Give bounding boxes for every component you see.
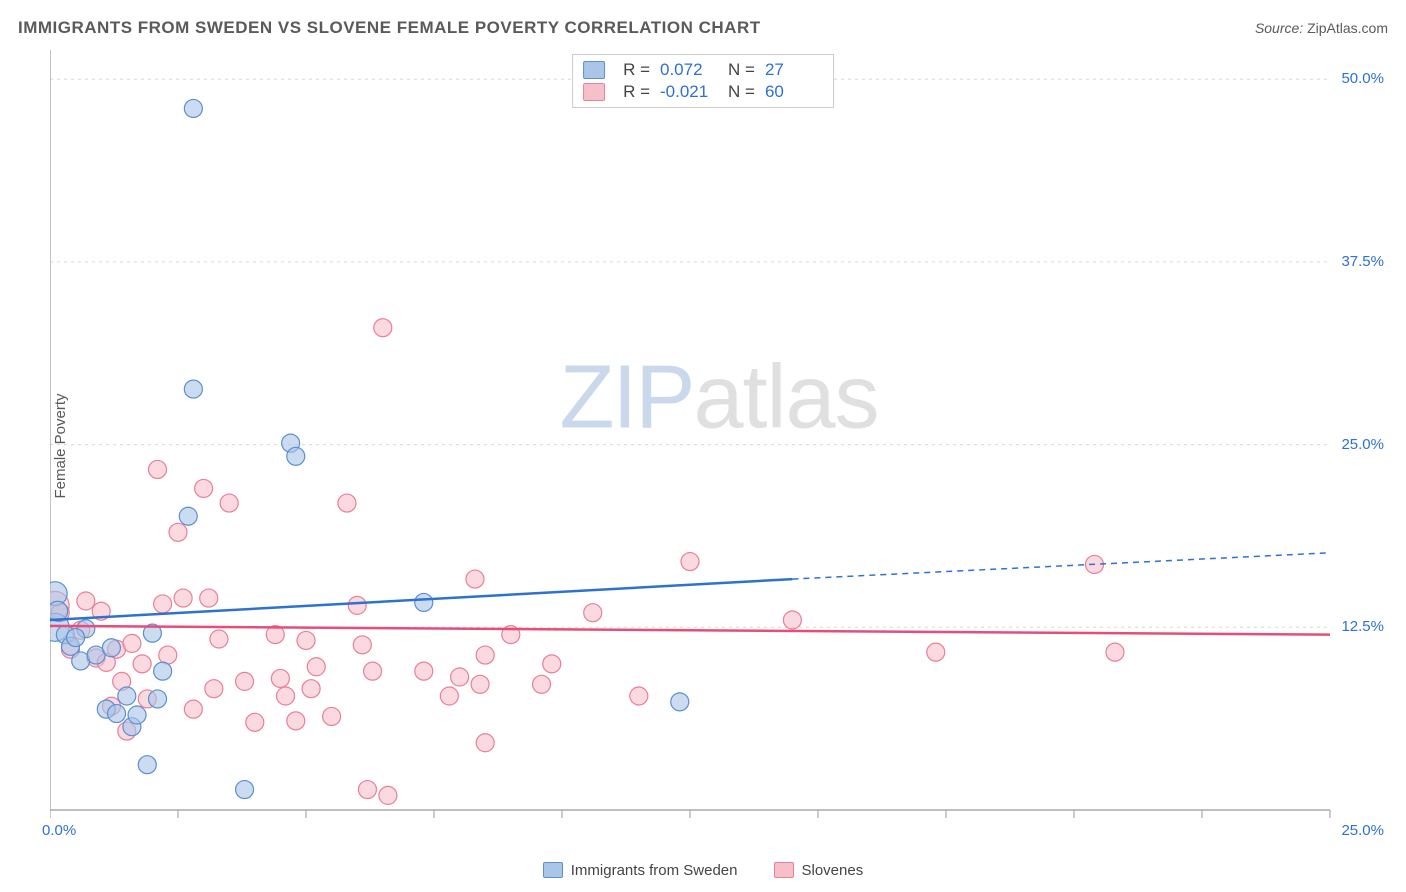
n-value: 60 <box>765 82 823 102</box>
legend-swatch <box>583 83 605 101</box>
y-tick-label: 37.5% <box>1341 253 1384 270</box>
y-tick-label: 25.0% <box>1341 436 1384 453</box>
r-label: R = <box>623 82 650 102</box>
legend-swatch <box>774 862 794 878</box>
r-value: 0.072 <box>660 60 718 80</box>
x-tick-label: 0.0% <box>42 822 76 839</box>
r-label: R = <box>623 60 650 80</box>
n-label: N = <box>728 60 755 80</box>
x-tick-label: 25.0% <box>1341 822 1384 839</box>
plot-area: ZIPatlas 12.5%25.0%37.5%50.0% 0.0%25.0% <box>50 50 1388 842</box>
n-label: N = <box>728 82 755 102</box>
legend-label: Slovenes <box>802 862 864 879</box>
legend-swatch <box>543 862 563 878</box>
source-value: ZipAtlas.com <box>1307 20 1388 36</box>
n-value: 27 <box>765 60 823 80</box>
r-value: -0.021 <box>660 82 718 102</box>
legend-item: Immigrants from Sweden <box>543 862 738 879</box>
legend-swatch <box>583 61 605 79</box>
correlation-legend: R = 0.072 N = 27 R = -0.021 N = 60 <box>572 54 834 108</box>
y-tick-label: 12.5% <box>1341 618 1384 635</box>
source-attribution: Source: ZipAtlas.com <box>1255 20 1388 36</box>
scatter-chart <box>50 50 1388 842</box>
source-label: Source: <box>1255 20 1303 36</box>
legend-row: R = -0.021 N = 60 <box>583 81 823 103</box>
y-tick-label: 50.0% <box>1341 70 1384 87</box>
header-row: IMMIGRANTS FROM SWEDEN VS SLOVENE FEMALE… <box>18 18 1388 38</box>
legend-row: R = 0.072 N = 27 <box>583 59 823 81</box>
chart-title: IMMIGRANTS FROM SWEDEN VS SLOVENE FEMALE… <box>18 18 761 38</box>
legend-label: Immigrants from Sweden <box>571 862 738 879</box>
series-legend: Immigrants from Sweden Slovenes <box>0 862 1406 883</box>
legend-item: Slovenes <box>774 862 864 879</box>
